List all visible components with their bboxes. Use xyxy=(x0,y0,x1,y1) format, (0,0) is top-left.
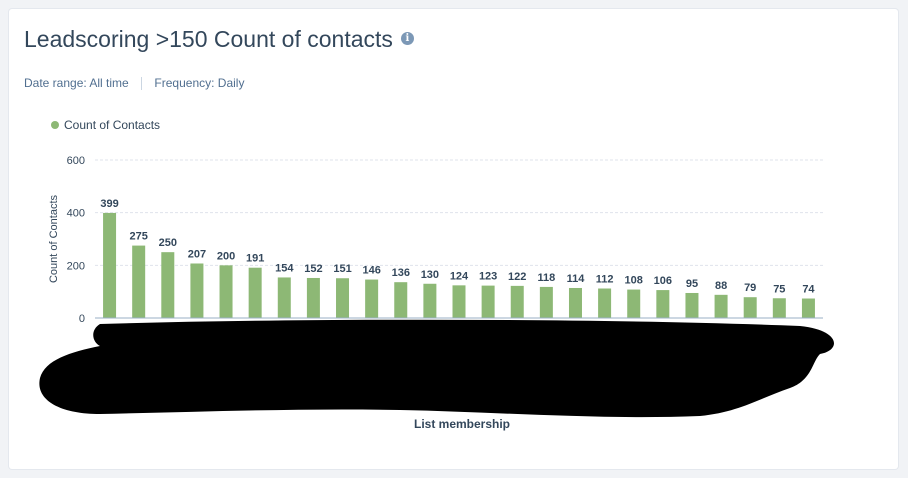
date-range-value[interactable]: All time xyxy=(89,76,129,90)
frequency-label: Frequency: xyxy=(154,76,215,90)
bar[interactable] xyxy=(510,285,524,318)
data-label: 74 xyxy=(802,284,815,296)
report-title-row: Leadscoring >150 Count of contacts i xyxy=(24,26,414,53)
data-label: 146 xyxy=(362,265,380,277)
data-label: 75 xyxy=(773,283,785,295)
frequency-value[interactable]: Daily xyxy=(217,76,245,90)
y-axis-ticks: 0 200 400 600 xyxy=(67,155,85,325)
page-title: Leadscoring >150 Count of contacts xyxy=(24,26,393,52)
bar[interactable] xyxy=(132,245,146,318)
bar[interactable] xyxy=(336,278,350,318)
bar[interactable] xyxy=(219,265,233,318)
chart-legend: Count of Contacts xyxy=(51,118,160,132)
bar[interactable] xyxy=(161,252,175,318)
y-tick-label: 600 xyxy=(67,155,85,167)
data-label: 79 xyxy=(744,282,756,294)
bar[interactable] xyxy=(627,289,641,318)
legend-label[interactable]: Count of Contacts xyxy=(64,118,160,132)
x-axis-label: List membership xyxy=(414,417,510,431)
y-axis-label: Count of Contacts xyxy=(48,194,60,283)
data-label: 200 xyxy=(217,250,235,262)
bar[interactable] xyxy=(394,282,408,318)
data-label: 250 xyxy=(159,237,177,249)
data-label: 122 xyxy=(508,271,526,283)
bar[interactable] xyxy=(568,287,582,318)
bar[interactable] xyxy=(452,285,466,318)
info-icon[interactable]: i xyxy=(400,32,414,46)
legend-dot xyxy=(51,121,59,129)
bar[interactable] xyxy=(801,298,815,318)
bar[interactable] xyxy=(306,277,320,318)
y-tick-label: 0 xyxy=(79,313,85,325)
data-label: 207 xyxy=(188,248,206,260)
bar[interactable] xyxy=(772,298,786,318)
data-label: 108 xyxy=(625,275,643,287)
bar[interactable] xyxy=(539,286,553,318)
data-label: 152 xyxy=(304,263,322,275)
bar[interactable] xyxy=(248,267,262,318)
data-label: 154 xyxy=(275,262,294,274)
data-label: 124 xyxy=(450,270,469,282)
data-label: 112 xyxy=(596,274,614,286)
bar[interactable] xyxy=(423,283,437,318)
redaction-overlay xyxy=(39,319,834,418)
data-label: 136 xyxy=(392,267,410,279)
data-labels: 399 275 250 207 200 191 154 152 151 146 136 130 124 1… xyxy=(100,198,815,296)
bar[interactable] xyxy=(190,263,204,318)
y-tick-label: 200 xyxy=(67,260,85,272)
data-label: 114 xyxy=(567,273,586,285)
date-range-label: Date range: xyxy=(24,76,87,90)
bar[interactable] xyxy=(743,297,757,318)
bar[interactable] xyxy=(656,290,670,318)
bar[interactable] xyxy=(277,277,291,318)
bar[interactable] xyxy=(598,288,612,318)
data-label: 275 xyxy=(130,231,148,243)
chart-bars xyxy=(103,212,815,318)
data-label: 130 xyxy=(421,269,439,281)
bar[interactable] xyxy=(481,285,495,318)
chart-gridlines xyxy=(95,159,823,266)
data-label: 95 xyxy=(686,278,698,290)
filter-divider xyxy=(141,77,143,91)
report-filters: Date range: All time Frequency: Daily xyxy=(24,76,245,91)
data-label: 191 xyxy=(246,253,264,265)
data-label: 118 xyxy=(537,272,555,284)
bar[interactable] xyxy=(685,292,699,318)
data-label: 151 xyxy=(333,263,351,275)
bar[interactable] xyxy=(103,212,117,318)
data-label: 106 xyxy=(654,275,672,287)
data-label: 88 xyxy=(715,280,727,292)
bar[interactable] xyxy=(365,279,379,318)
bar[interactable] xyxy=(714,294,728,318)
data-label: 399 xyxy=(100,198,118,210)
y-tick-label: 400 xyxy=(67,208,85,220)
data-label: 123 xyxy=(479,271,497,283)
